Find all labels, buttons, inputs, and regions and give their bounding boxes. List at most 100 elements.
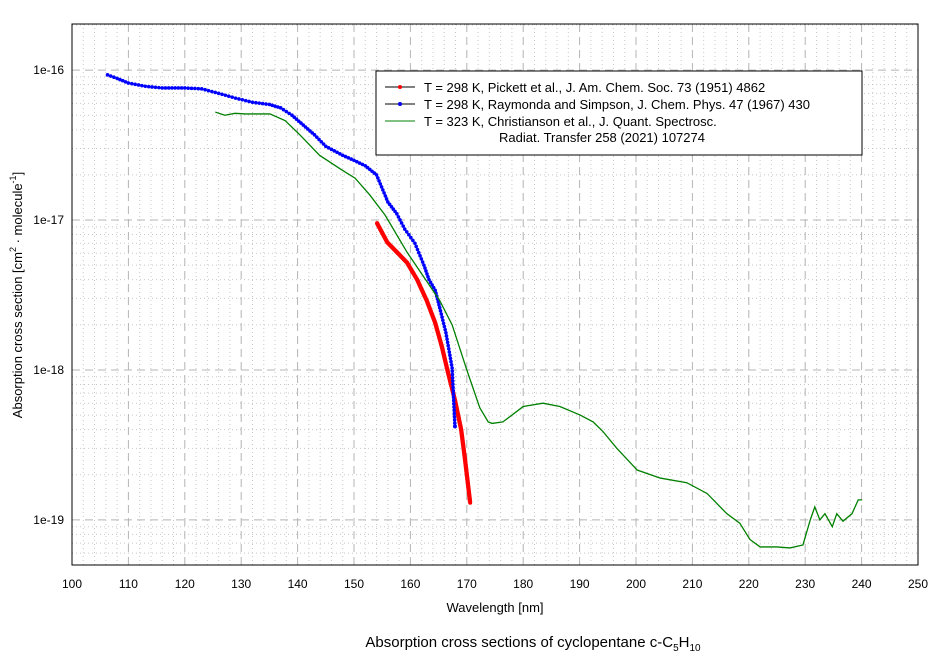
legend-label-christianson-cont: Radiat. Transfer 258 (2021) 107274 [499,130,705,145]
data-point-raymonda [186,86,190,90]
data-point-raymonda [445,337,449,341]
y-tick-label: 1e-18 [33,363,64,377]
data-point-raymonda [264,102,268,106]
x-tick-label: 150 [344,577,364,591]
data-point-raymonda [321,142,326,146]
data-point-raymonda [237,97,241,101]
data-point-raymonda [414,244,419,249]
x-tick-label: 220 [739,577,759,591]
x-tick-label: 190 [570,577,590,591]
data-point-raymonda [250,100,255,105]
data-point-raymonda [160,86,165,90]
data-point-raymonda [153,85,158,90]
data-point-raymonda [196,86,201,91]
x-tick-label: 110 [119,577,138,591]
data-point-raymonda [447,350,452,354]
y-tick-label: 1e-17 [33,213,64,227]
legend: T = 298 K, Pickett et al., J. Am. Chem. … [375,70,863,156]
y-tick-label: 1e-16 [33,63,64,77]
data-point-raymonda [437,303,441,307]
data-point-raymonda [270,103,275,108]
data-point-raymonda [415,247,420,252]
data-point-raymonda [427,277,431,282]
data-point-raymonda [112,75,116,80]
data-point-raymonda [378,182,383,186]
data-point-raymonda [233,96,238,100]
data-point-raymonda [448,356,453,361]
data-point-raymonda [448,353,452,358]
data-point-raymonda [173,86,177,90]
data-point-raymonda [150,85,154,89]
data-point-raymonda [407,232,411,237]
data-point-raymonda [129,81,134,86]
data-point-raymonda [281,107,286,112]
x-tick-label: 100 [62,577,82,591]
data-point-raymonda [424,269,428,273]
data-point-raymonda [287,111,291,116]
data-point-raymonda [166,86,171,90]
data-point-raymonda [189,86,194,91]
data-point-raymonda [446,343,450,348]
data-point-raymonda [399,221,404,225]
data-point-raymonda [240,98,245,102]
data-point-raymonda [357,161,362,165]
x-tick-label: 210 [682,577,702,591]
data-point-raymonda [452,401,456,406]
x-tick-labels: 100 110 120 130 140 150 160 170 180 190 200 210 220 2… [62,577,928,591]
data-point-raymonda [346,156,351,160]
data-point-raymonda [220,92,224,97]
data-point-raymonda [451,392,456,396]
data-point-raymonda [452,414,457,419]
data-point-raymonda [335,150,339,155]
data-point-raymonda [382,191,386,195]
data-point-raymonda [431,285,436,290]
data-point-raymonda [404,230,409,234]
x-tick-label: 180 [513,577,533,591]
data-point-raymonda [210,89,214,94]
data-point-raymonda [203,87,207,92]
data-point-raymonda [452,421,457,425]
data-point-raymonda [179,86,184,90]
data-point-raymonda [226,94,231,99]
data-point-raymonda [376,176,380,180]
y-tick-label: 1e-19 [33,513,64,527]
data-point-raymonda [416,250,421,255]
data-point-raymonda [254,100,258,105]
data-point-raymonda [276,105,280,109]
legend-marker-raymonda [398,102,402,106]
data-point-raymonda [444,334,449,338]
data-point-raymonda [343,154,348,159]
data-point-raymonda [273,104,277,108]
legend-box [375,70,863,156]
data-point-raymonda [452,424,457,429]
data-point-raymonda [312,133,317,137]
data-point-raymonda [402,227,407,231]
data-point-raymonda [329,147,334,152]
data-point-raymonda [426,274,430,279]
data-point-raymonda [413,241,417,246]
data-point-raymonda [352,158,356,163]
x-tick-label: 200 [626,577,646,591]
data-point-raymonda [360,162,365,167]
x-axis-label: Wavelength [nm] [446,600,543,615]
data-point-raymonda [445,340,450,345]
data-point-raymonda [451,398,456,403]
data-point-raymonda [451,385,455,390]
data-point-raymonda [383,194,388,198]
data-point-raymonda [349,157,353,161]
data-point-raymonda [446,346,451,351]
data-point-raymonda [314,135,319,139]
x-tick-label: 240 [852,577,872,591]
data-point-raymonda [443,327,447,332]
data-point-raymonda [183,86,187,90]
y-axis-label: Absorption cross section [cm2 · molecule… [8,172,25,418]
data-point-raymonda [411,238,415,243]
data-point-raymonda [143,84,148,89]
data-point-raymonda [422,263,426,267]
data-point-raymonda [193,86,197,91]
data-point-raymonda [260,101,265,106]
data-point-raymonda [450,372,455,377]
data-point-raymonda [223,93,228,98]
data-point-raymonda [140,83,144,88]
